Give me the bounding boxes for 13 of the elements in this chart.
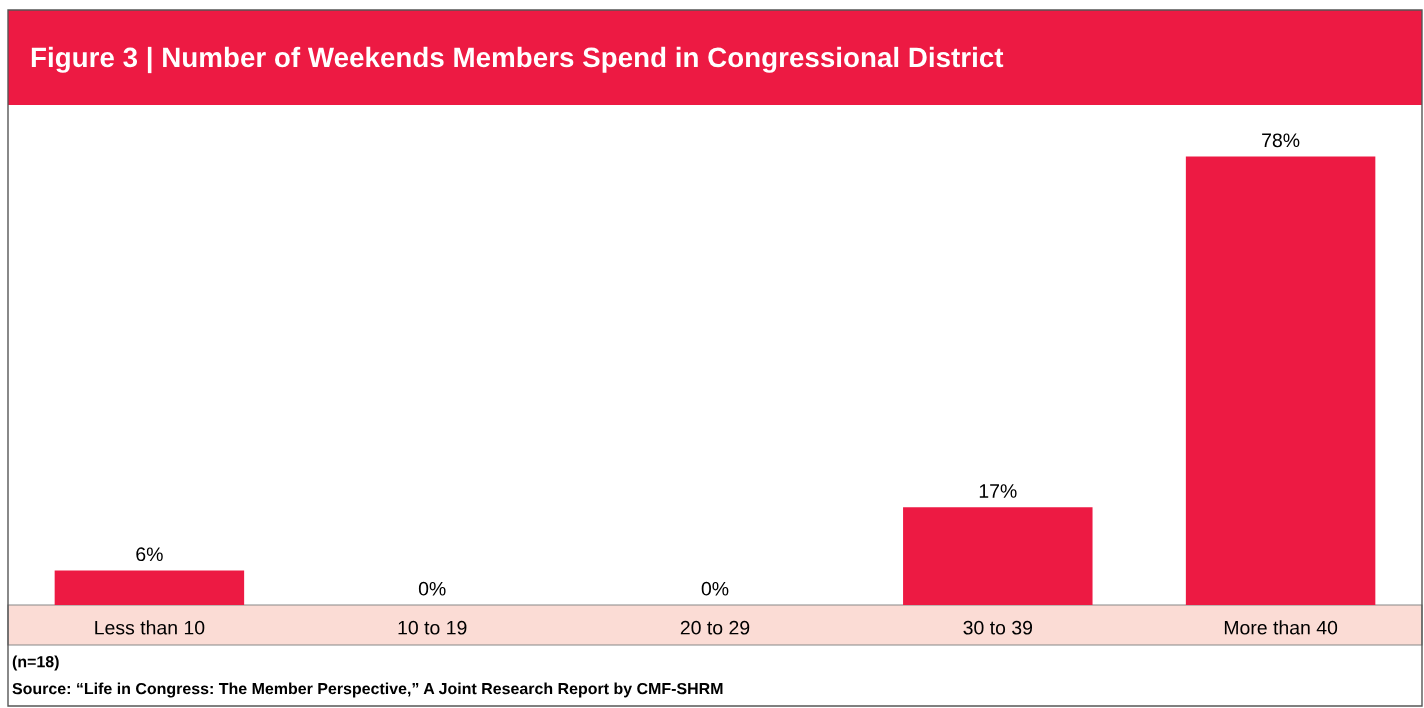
x-tick-label: 20 to 29 [680, 620, 750, 635]
source-note: Source: “Life in Congress: The Member Perspective,” A Joint Research Report by CMF-SHRM [12, 682, 723, 698]
data-label: 0% [418, 581, 446, 596]
x-tick-label: 10 to 19 [398, 620, 467, 635]
data-label: 6% [136, 547, 163, 562]
data-label: 17% [979, 484, 1017, 498]
data-label: 78% [1262, 133, 1300, 148]
text: (n=18) [12, 655, 59, 671]
x-tick-label: Less than 10 [95, 620, 205, 635]
x-tick-label: More than 40 [1224, 620, 1338, 635]
data-label: 0% [701, 581, 729, 596]
x-tick-label: 30 to 39 [963, 620, 1033, 635]
chart-title: Figure 3 | Number of Weekends Members Spend in Congressional District [31, 46, 1004, 74]
